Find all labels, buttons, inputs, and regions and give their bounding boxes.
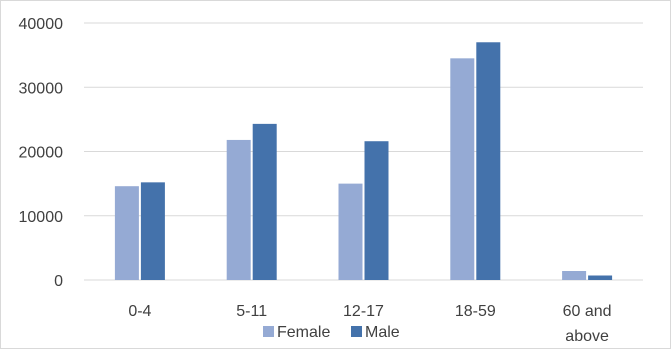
bar-female [450,58,475,281]
x-tick-label: 60 and above [563,303,612,345]
legend-swatch-male [351,326,362,337]
legend-label-female: Female [277,324,330,341]
x-axis-ticks: 0-4 5-11 12-17 18-59 60 and above [128,303,611,345]
bar-female [338,183,363,280]
y-tick-label: 40000 [19,16,64,33]
bar-female [114,186,139,280]
y-tick-label: 0 [54,273,63,290]
y-tick-label: 10000 [19,209,64,226]
bar-male [364,141,389,280]
bars [114,42,613,281]
legend-label-male: Male [365,324,400,341]
x-tick-label: 12-17 [343,303,384,320]
bar-male [140,182,165,280]
legend: Female Male [263,324,400,341]
bar-female [562,271,587,280]
y-tick-label: 20000 [19,145,64,162]
x-tick-label: 5-11 [236,303,267,320]
bar-male [252,123,277,280]
x-tick-label: 18-59 [455,303,496,320]
bar-female [226,139,251,280]
bar-male [476,42,501,281]
x-tick-label: 0-4 [128,303,151,320]
gridlines [84,22,643,281]
legend-swatch-female [263,326,274,337]
bar-male [588,275,613,280]
y-axis-ticks: 0 10000 20000 30000 40000 [19,16,64,290]
y-tick-label: 30000 [19,80,64,97]
